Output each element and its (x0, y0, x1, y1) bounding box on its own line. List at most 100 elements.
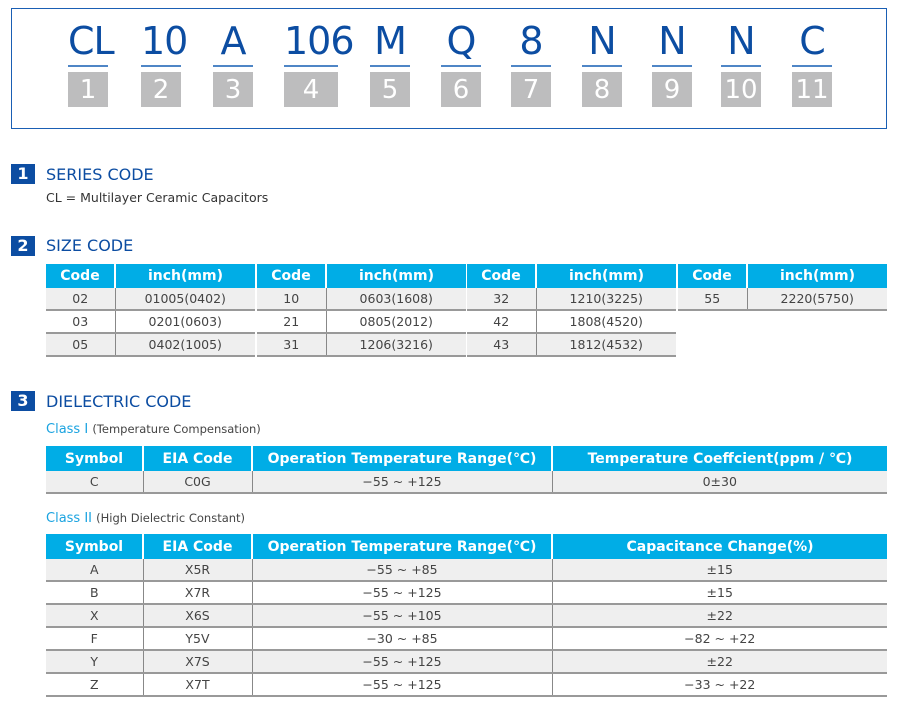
header-row: Code inch(mm) (46, 264, 255, 288)
size-code: 42 (467, 310, 536, 334)
header-row: Code inch(mm) (467, 264, 676, 288)
part-code-segment: C 11 (792, 18, 832, 107)
size-dim: 1210(3225) (535, 288, 676, 311)
size-dim: 0603(1608) (325, 288, 466, 311)
part-code-segment: CL 1 (68, 18, 115, 107)
table-row: Z X7T −55 ~ +125 −33 ~ +22 (46, 673, 887, 697)
class2-sub: (High Dielectric Constant) (96, 511, 246, 525)
index-box: 8 (582, 72, 622, 107)
table-cell: X5R (142, 559, 252, 582)
underline (141, 65, 181, 67)
table-cell: −55 ~ +125 (251, 471, 552, 494)
underline (511, 65, 551, 67)
table-cell: X6S (142, 604, 252, 628)
index-box: 2 (141, 72, 181, 107)
underline (652, 65, 692, 67)
underline (792, 65, 832, 67)
table-row: X X6S −55 ~ +105 ±22 (46, 604, 887, 628)
section-title: DIELECTRIC CODE (46, 392, 192, 411)
code-letter: C (799, 19, 826, 63)
header-code: Code (257, 264, 326, 288)
index-box: 7 (511, 72, 551, 107)
size-table: Code inch(mm) 55 2220(5750) (678, 264, 887, 311)
header-row: Symbol EIA Code Operation Temperature Rang… (46, 446, 887, 471)
table-cell: −55 ~ +125 (251, 581, 552, 605)
class1-name: Class I (46, 422, 89, 437)
class2-label: Class II (High Dielectric Constant) (46, 511, 245, 526)
index-box: 6 (441, 72, 481, 107)
class2-name: Class II (46, 511, 93, 526)
size-dim: 0201(0603) (114, 310, 255, 334)
underline (441, 65, 481, 67)
table-row: 10 0603(1608) (257, 288, 466, 311)
table-cell: −55 ~ +85 (251, 559, 552, 582)
section-number: 2 (11, 236, 35, 256)
code-letter: N (658, 19, 686, 63)
table-cell: −82 ~ +22 (551, 627, 887, 651)
table-cell: C0G (142, 471, 252, 494)
header-row: Code inch(mm) (257, 264, 466, 288)
underline (68, 65, 108, 67)
table-cell: X7T (142, 673, 252, 697)
table-row: 05 0402(1005) (46, 333, 255, 357)
underline (213, 65, 253, 67)
underline (284, 65, 338, 67)
code-letter: 106 (284, 19, 355, 63)
code-letter: CL (68, 19, 115, 63)
part-number-box (11, 8, 887, 129)
size-dim: 0805(2012) (325, 310, 466, 334)
index-box: 4 (284, 72, 338, 107)
table-cell: −33 ~ +22 (551, 673, 887, 697)
table-cell: Y5V (142, 627, 252, 651)
size-code: 55 (678, 288, 747, 311)
code-letter: N (727, 19, 755, 63)
table-cell: X7R (142, 581, 252, 605)
size-table: Code inch(mm) 32 1210(3225) 42 1808(4520) 43 18… (467, 264, 676, 357)
size-dim: 1812(4532) (535, 333, 676, 357)
size-code: 31 (257, 333, 326, 357)
table-cell: F (46, 627, 143, 651)
code-letter: N (588, 19, 616, 63)
part-code-segment: N 10 (721, 18, 761, 107)
size-dim: 2220(5750) (746, 288, 887, 311)
table-cell: ±22 (551, 650, 887, 674)
size-code: 05 (46, 333, 115, 357)
class2-table: Symbol EIA Code Operation Temperature Rang… (46, 534, 887, 697)
table-cell: −55 ~ +105 (251, 604, 552, 628)
table-row: 42 1808(4520) (467, 310, 676, 334)
size-code: 03 (46, 310, 115, 334)
section-number: 3 (11, 391, 35, 411)
code-letter: 10 (141, 19, 188, 63)
table-cell: Y (46, 650, 143, 674)
index-box: 10 (721, 72, 761, 107)
table-row: 03 0201(0603) (46, 310, 255, 334)
table-row: 02 01005(0402) (46, 288, 255, 311)
column-header: EIA Code (142, 534, 252, 559)
class1-sub: (Temperature Compensation) (92, 422, 261, 436)
code-letter: 8 (519, 19, 543, 63)
header-inch: inch(mm) (325, 264, 466, 288)
section-title: SERIES CODE (46, 165, 154, 184)
column-header: Operation Temperature Range(℃) (251, 446, 552, 471)
size-code: 10 (257, 288, 326, 311)
column-header: Symbol (46, 446, 143, 471)
table-cell: −55 ~ +125 (251, 650, 552, 674)
underline (582, 65, 622, 67)
size-code: 32 (467, 288, 536, 311)
size-dim: 01005(0402) (114, 288, 255, 311)
size-code: 02 (46, 288, 115, 311)
table-cell: ±22 (551, 604, 887, 628)
part-code-segment: 106 4 (284, 18, 355, 107)
header-code: Code (46, 264, 115, 288)
underline (721, 65, 761, 67)
table-cell: −30 ~ +85 (251, 627, 552, 651)
code-letter: Q (446, 19, 477, 63)
table-row: 21 0805(2012) (257, 310, 466, 334)
table-row: 31 1206(3216) (257, 333, 466, 357)
table-cell: ±15 (551, 559, 887, 582)
